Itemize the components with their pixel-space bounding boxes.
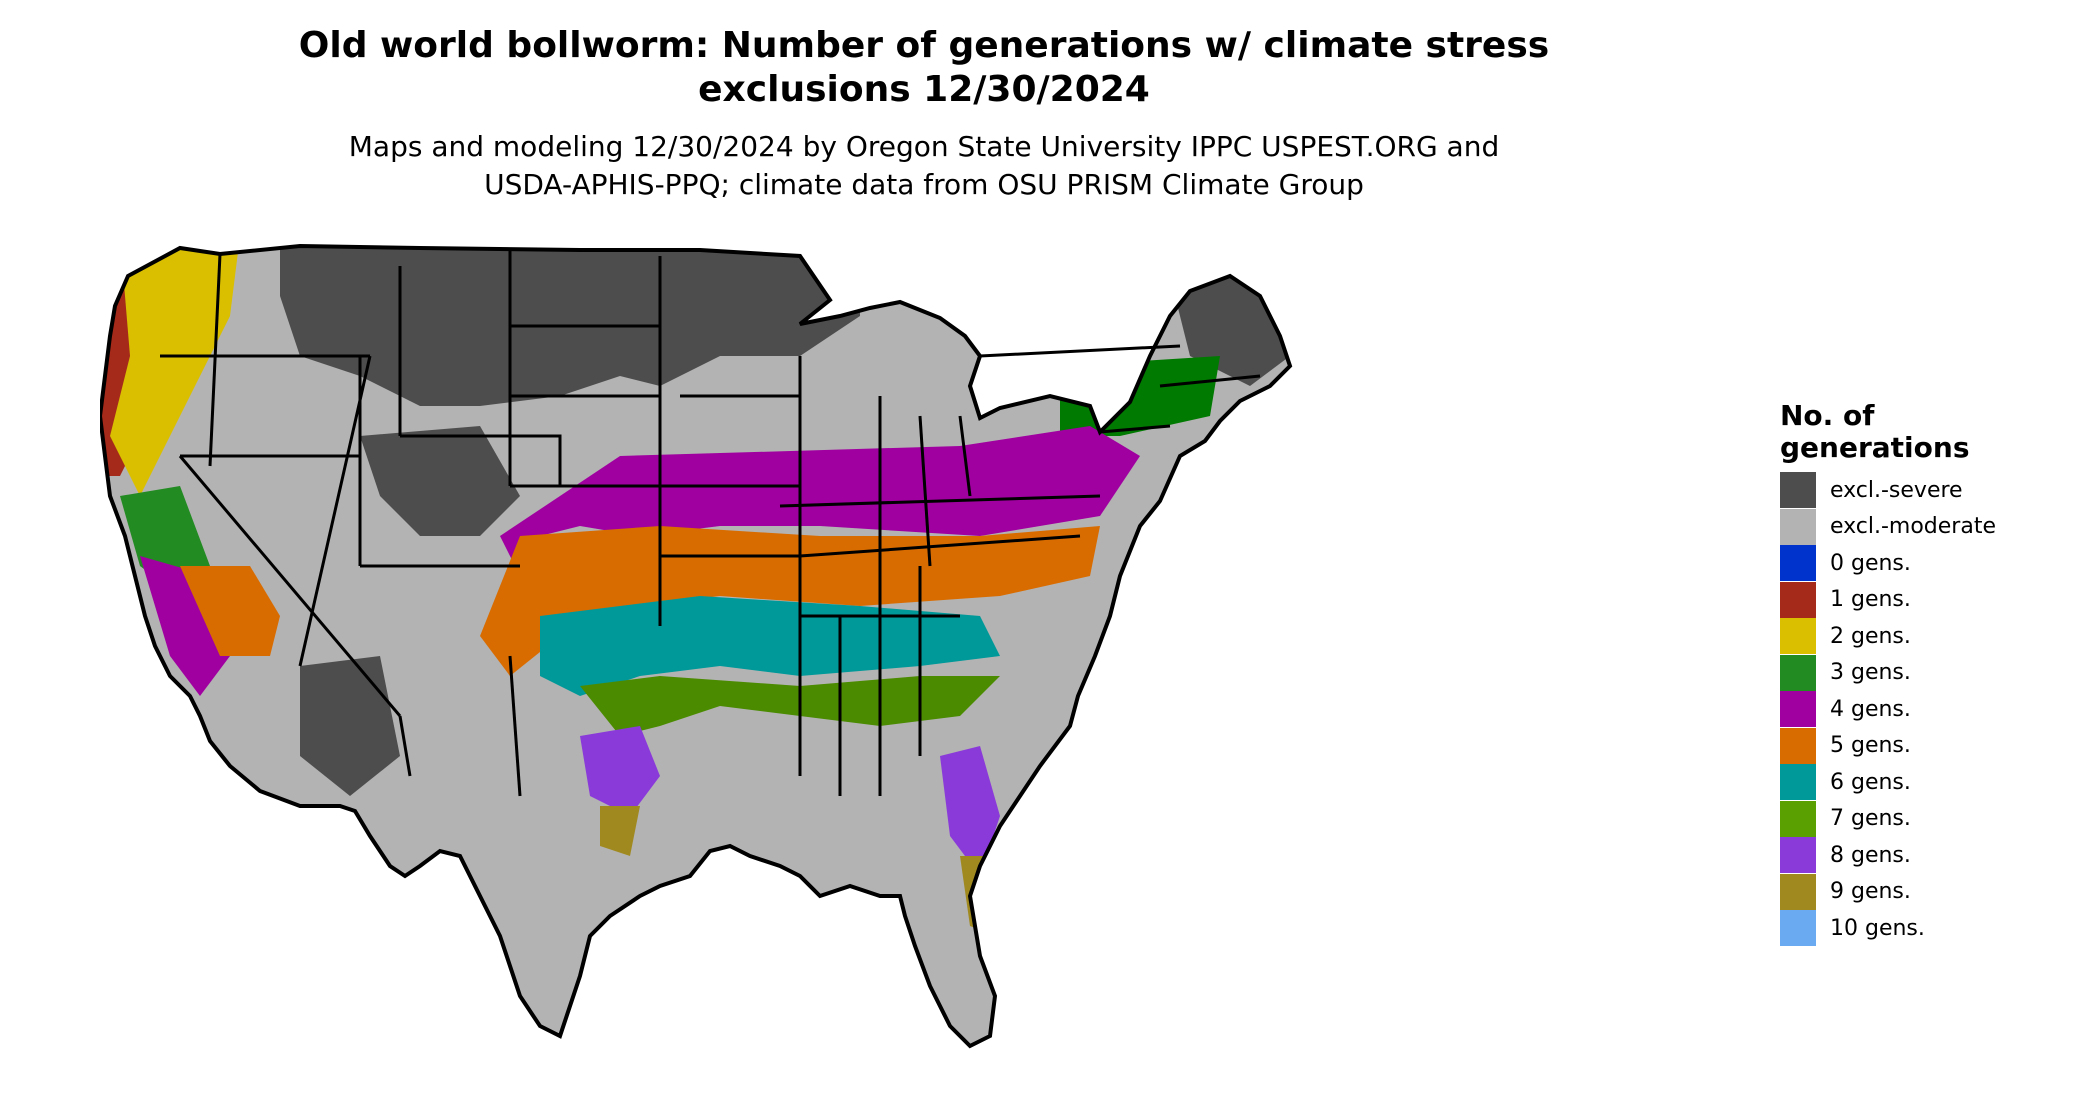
legend: No. of generations excl.-severe excl.-mod… [1780,400,2080,947]
zone-2-gens [110,246,240,496]
zone-7-gens [580,676,1000,736]
legend-label: 9 gens. [1830,879,1911,905]
zone-8-gens-texas [580,726,660,816]
legend-label: excl.-severe [1830,477,1963,503]
legend-item: 8 gens. [1780,837,2080,874]
legend-swatch [1780,837,1816,874]
zone-9-gens-texas [600,806,640,856]
legend-item: excl.-moderate [1780,508,2080,546]
legend-item: 0 gens. [1780,545,2080,582]
legend-swatch [1780,545,1816,582]
zone-excl-severe-rockies [360,426,520,536]
legend-item: 10 gens. [1780,910,2080,947]
legend-swatch [1780,618,1816,655]
legend-label: 2 gens. [1830,623,1911,649]
legend-item: 3 gens. [1780,654,2080,692]
legend-label: 7 gens. [1830,806,1911,832]
legend-swatch [1780,727,1816,764]
legend-swatch [1780,910,1816,947]
legend-swatch [1780,873,1816,910]
legend-title: No. of generations [1780,400,2080,464]
legend-label: 5 gens. [1830,733,1911,759]
legend-item: 2 gens. [1780,618,2080,655]
legend-swatch [1780,508,1816,545]
legend-label: 0 gens. [1830,550,1911,576]
map-subtitle-line-2: USDA-APHIS-PPQ; climate data from OSU PR… [484,168,1364,201]
legend-label: 6 gens. [1830,769,1911,795]
legend-title-line-2: generations [1780,431,1970,464]
legend-item: 6 gens. [1780,764,2080,801]
map-title-line-1: Old world bollworm: Number of generation… [298,25,1550,66]
legend-label: 3 gens. [1830,660,1911,686]
map-subtitle: Maps and modeling 12/30/2024 by Oregon S… [0,128,1848,204]
zone-5-gens [480,526,1100,676]
zone-excl-severe-southwest [300,656,400,796]
map-title: Old world bollworm: Number of generation… [0,24,1848,112]
legend-label: excl.-moderate [1830,514,1996,540]
map-subtitle-line-1: Maps and modeling 12/30/2024 by Oregon S… [348,130,1500,163]
zone-5-gens-california [180,566,280,656]
zone-6-gens [540,596,1000,696]
legend-swatch [1780,581,1816,618]
legend-item: 4 gens. [1780,691,2080,728]
us-generations-map [100,244,1292,1048]
zone-excl-severe-north [280,246,860,406]
legend-item: 1 gens. [1780,581,2080,619]
zone-8-gens-florida [940,746,1000,876]
legend-swatch [1780,654,1816,691]
legend-label: 8 gens. [1830,842,1911,868]
legend-swatch [1780,764,1816,801]
legend-items: excl.-severe excl.-moderate 0 gens. 1 gens.… [1780,472,2080,947]
legend-item: 5 gens. [1780,727,2080,765]
state-borders [160,250,1261,797]
legend-swatch [1780,800,1816,837]
legend-label: 10 gens. [1830,915,1925,941]
legend-label: 4 gens. [1830,696,1911,722]
legend-title-line-1: No. of [1780,399,1875,432]
legend-label: 1 gens. [1830,587,1911,613]
legend-swatch [1780,691,1816,728]
legend-item: 9 gens. [1780,873,2080,911]
legend-item: excl.-severe [1780,472,2080,509]
map-title-line-2: exclusions 12/30/2024 [698,69,1150,110]
legend-swatch [1780,472,1816,509]
legend-item: 7 gens. [1780,800,2080,838]
